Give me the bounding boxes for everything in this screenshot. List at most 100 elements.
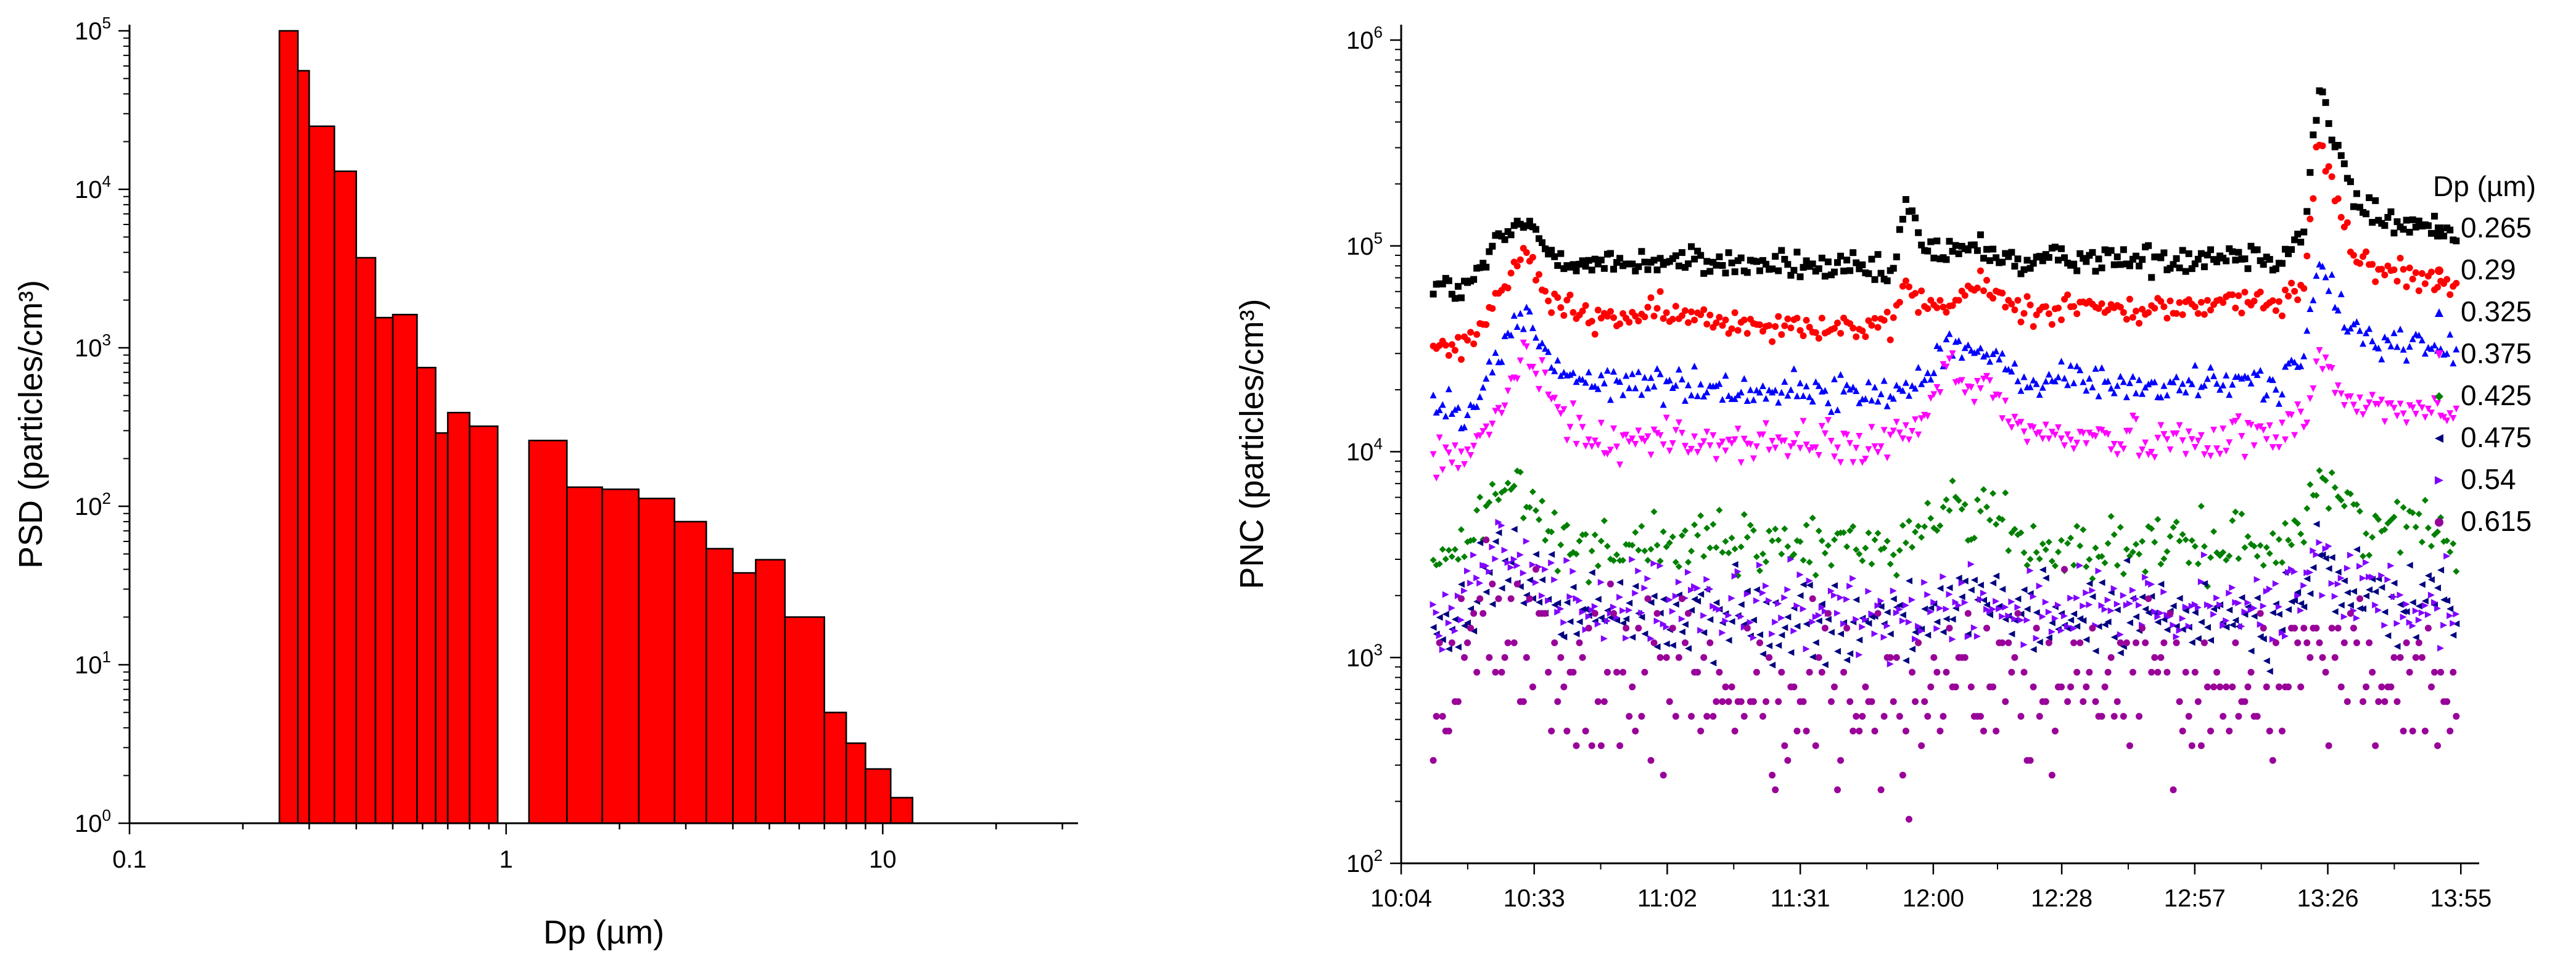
pnc-point (1582, 606, 1589, 613)
pnc-point (1467, 329, 1475, 336)
pnc-point (1775, 536, 1782, 544)
psd-x-tick-label: 0.1 (112, 846, 147, 873)
pnc-point (1498, 358, 1505, 365)
pnc-point (2020, 668, 2028, 676)
pnc-point (1563, 522, 1571, 529)
pnc-point (2179, 727, 2186, 734)
pnc-point (2403, 608, 2410, 615)
pnc-point (2185, 713, 2192, 720)
pnc-point (2207, 363, 2215, 371)
pnc-point (1874, 610, 1882, 617)
pnc-point (1560, 406, 1568, 413)
pnc-point (2067, 683, 2075, 691)
pnc-point (2363, 530, 2370, 537)
pnc-y-tick-label-4-base: 10 (1346, 27, 1374, 54)
pnc-point (2083, 440, 2090, 447)
pnc-point (1719, 396, 1726, 403)
pnc-point (2017, 270, 2025, 277)
pnc-point (1675, 654, 1682, 661)
pnc-point (1644, 433, 1652, 440)
pnc-point (1769, 537, 1776, 545)
pnc-point (1781, 742, 1788, 749)
pnc-point (2086, 374, 2093, 382)
pnc-point (1793, 431, 1801, 438)
pnc-point (2200, 451, 2208, 458)
pnc-point (2381, 609, 2389, 616)
pnc-point (2133, 389, 2140, 397)
pnc-point (1722, 316, 1729, 324)
pnc-point (1796, 571, 1804, 578)
pnc-point (2400, 266, 2407, 273)
pnc-point (1688, 713, 1695, 720)
pnc-point (1778, 631, 1785, 639)
pnc-point (2344, 175, 2351, 182)
pnc-point (2126, 379, 2133, 387)
pnc-point (1483, 263, 1490, 271)
pnc-point (1996, 355, 2003, 363)
pnc-point (2253, 594, 2261, 602)
pnc-point (2260, 427, 2267, 434)
pnc-point (2288, 246, 2295, 253)
pnc-point (1669, 533, 1676, 541)
pnc-point (2378, 683, 2385, 691)
pnc-point (2427, 229, 2435, 237)
pnc-point (1653, 305, 1661, 312)
pnc-point (1809, 260, 1816, 268)
pnc-point (1912, 214, 1919, 221)
pnc-point (1796, 327, 1804, 334)
pnc-point (1430, 451, 1437, 458)
pnc-point (1656, 370, 1664, 377)
pnc-point (2337, 152, 2345, 159)
pnc-point (1570, 261, 1577, 268)
pnc-point (1837, 757, 1845, 764)
pnc-point (2188, 639, 2195, 646)
pnc-point (2048, 619, 2055, 627)
pnc-point (1830, 268, 1838, 276)
pnc-point (2098, 602, 2105, 609)
pnc-point (1812, 742, 1819, 749)
pnc-point (2453, 568, 2460, 575)
pnc-point (1483, 536, 1490, 544)
pnc-point (1542, 369, 1549, 377)
pnc-point (1940, 573, 1947, 580)
pnc-point (1743, 533, 1751, 541)
pnc-point (1850, 459, 1857, 466)
pnc-point (1582, 727, 1589, 734)
pnc-point (2443, 276, 2451, 283)
pnc-point (1930, 654, 1938, 661)
pnc-point (1616, 378, 1624, 385)
pnc-point (2322, 668, 2329, 676)
pnc-point (2241, 544, 2249, 551)
pnc-point (1597, 537, 1605, 545)
pnc-point (1570, 583, 1577, 591)
pnc-point (2415, 331, 2422, 339)
pnc-point (2375, 607, 2382, 614)
pnc-point (1713, 319, 1720, 327)
pnc-point (2176, 627, 2183, 634)
pnc-point (2061, 374, 2068, 382)
pnc-point (2260, 261, 2267, 268)
pnc-point (1856, 550, 1863, 557)
pnc-point (2107, 607, 2115, 614)
pnc-point (1993, 347, 2000, 355)
pnc-point (1688, 243, 1695, 250)
pnc-point (2210, 372, 2218, 379)
pnc-point (2002, 397, 2009, 405)
pnc-point (2220, 299, 2227, 306)
psd-x-ticks: 0.1 1 10 (112, 823, 1063, 873)
pnc-point (1607, 396, 1614, 403)
pnc-point (2163, 626, 2171, 633)
pnc-point (1846, 527, 1854, 534)
pnc-point (1656, 562, 1664, 570)
pnc-point (1629, 435, 1636, 443)
pnc-point (1451, 295, 1459, 302)
pnc-point (2306, 654, 2314, 661)
pnc-point (1924, 631, 1932, 639)
pnc-point (2092, 647, 2099, 655)
pnc-point (1672, 593, 1679, 600)
pnc-point (2427, 543, 2435, 550)
pnc-point (1809, 595, 1816, 602)
pnc-point (2406, 668, 2413, 676)
pnc-point (1896, 547, 1903, 554)
psd-bar-8 (416, 366, 437, 824)
